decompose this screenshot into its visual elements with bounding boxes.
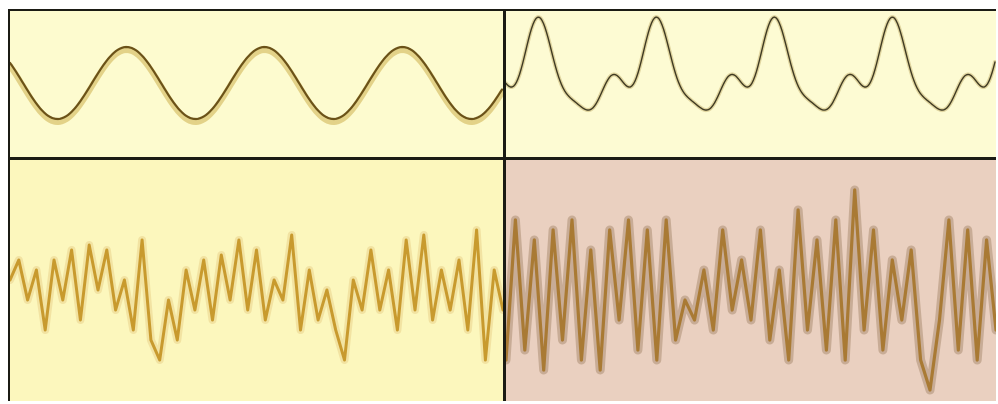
image-frame — [8, 9, 996, 401]
complex-wave-graphic — [10, 160, 503, 401]
wave-line — [10, 45, 503, 121]
wave-line — [506, 16, 996, 111]
panel-complex-wave — [10, 160, 503, 401]
panel-background — [10, 11, 503, 157]
harmonic-wave-graphic — [506, 11, 996, 157]
sine-wave-graphic — [10, 11, 503, 157]
wave-line — [10, 228, 503, 362]
panel-noisy-wave — [506, 160, 996, 401]
wave-glow — [10, 47, 503, 125]
panel-harmonic-wave — [506, 11, 996, 157]
panel-sine-wave — [10, 11, 503, 157]
wave-line — [506, 188, 996, 392]
noisy-wave-graphic — [506, 160, 996, 401]
